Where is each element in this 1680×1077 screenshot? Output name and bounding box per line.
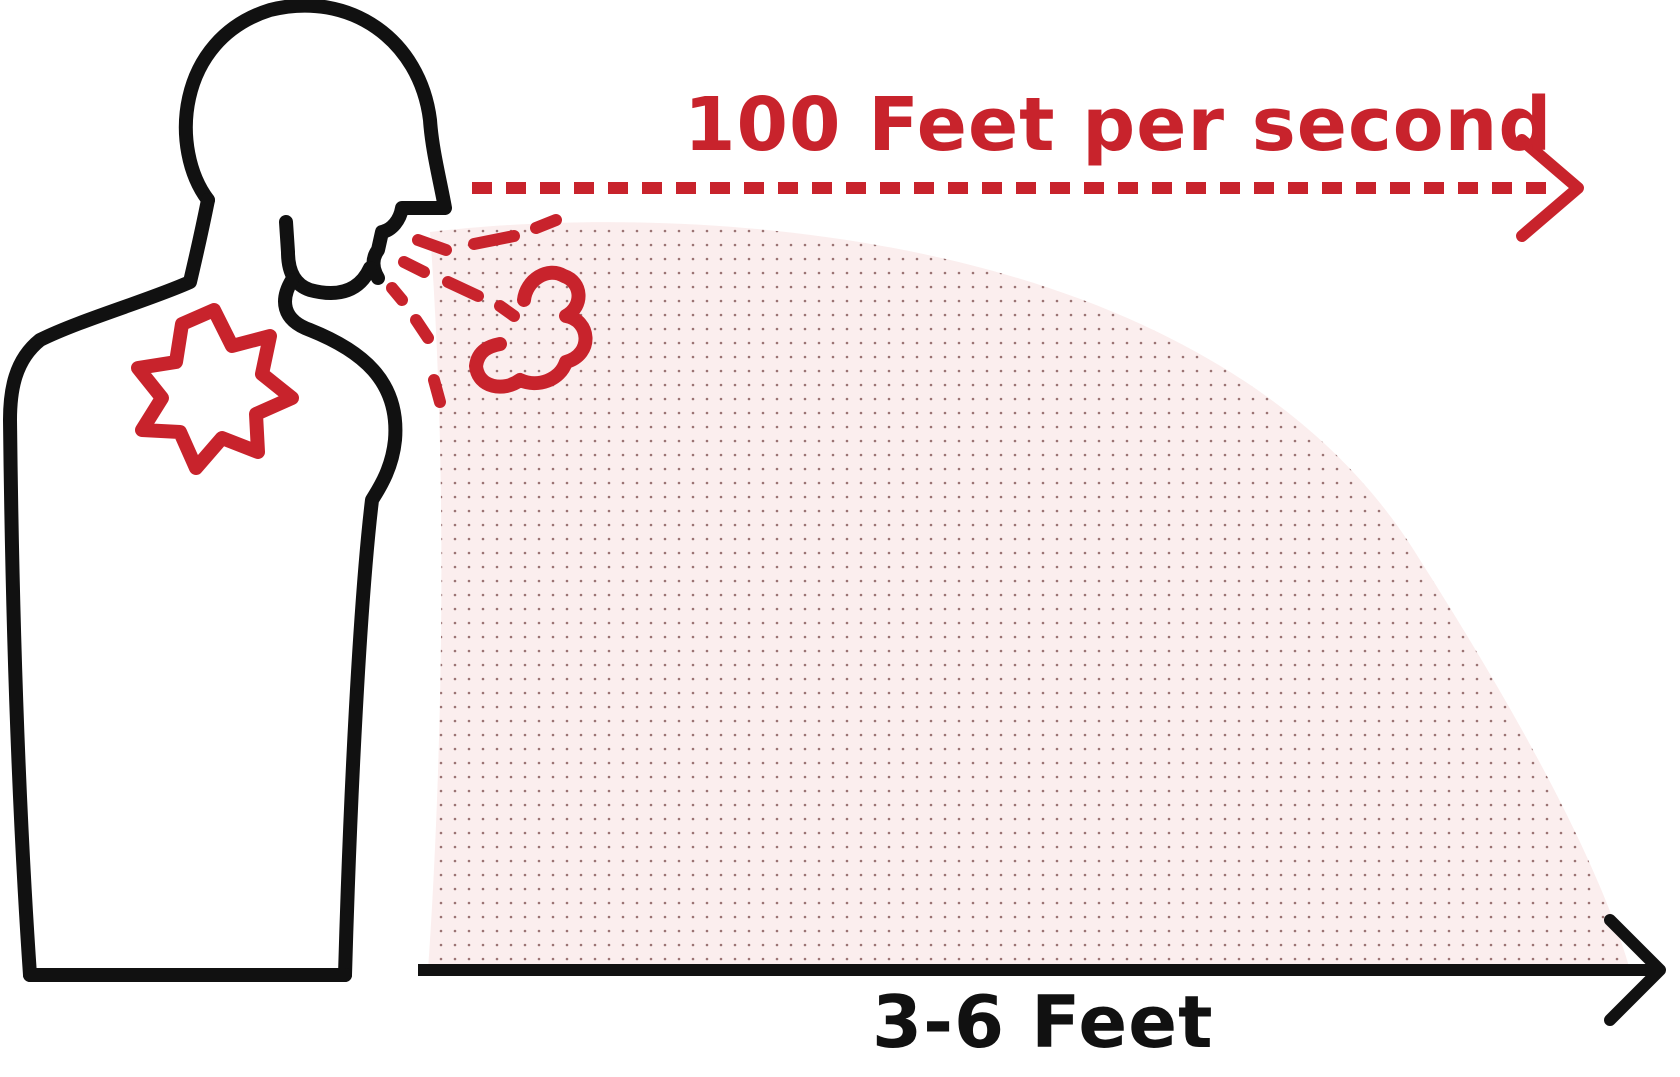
cough-cloud-icon bbox=[469, 265, 593, 394]
person-coughing-outline-icon bbox=[3, 0, 452, 982]
cough-droplets-icon bbox=[386, 214, 562, 408]
speed-arrow bbox=[472, 134, 1584, 242]
droplet-spread-area bbox=[428, 222, 1630, 971]
speed-label: 100 Feet per second bbox=[684, 82, 1553, 168]
chest-irritation-burst-icon bbox=[131, 303, 299, 475]
distance-label: 3-6 Feet bbox=[872, 980, 1214, 1064]
distance-arrow bbox=[418, 914, 1666, 1026]
